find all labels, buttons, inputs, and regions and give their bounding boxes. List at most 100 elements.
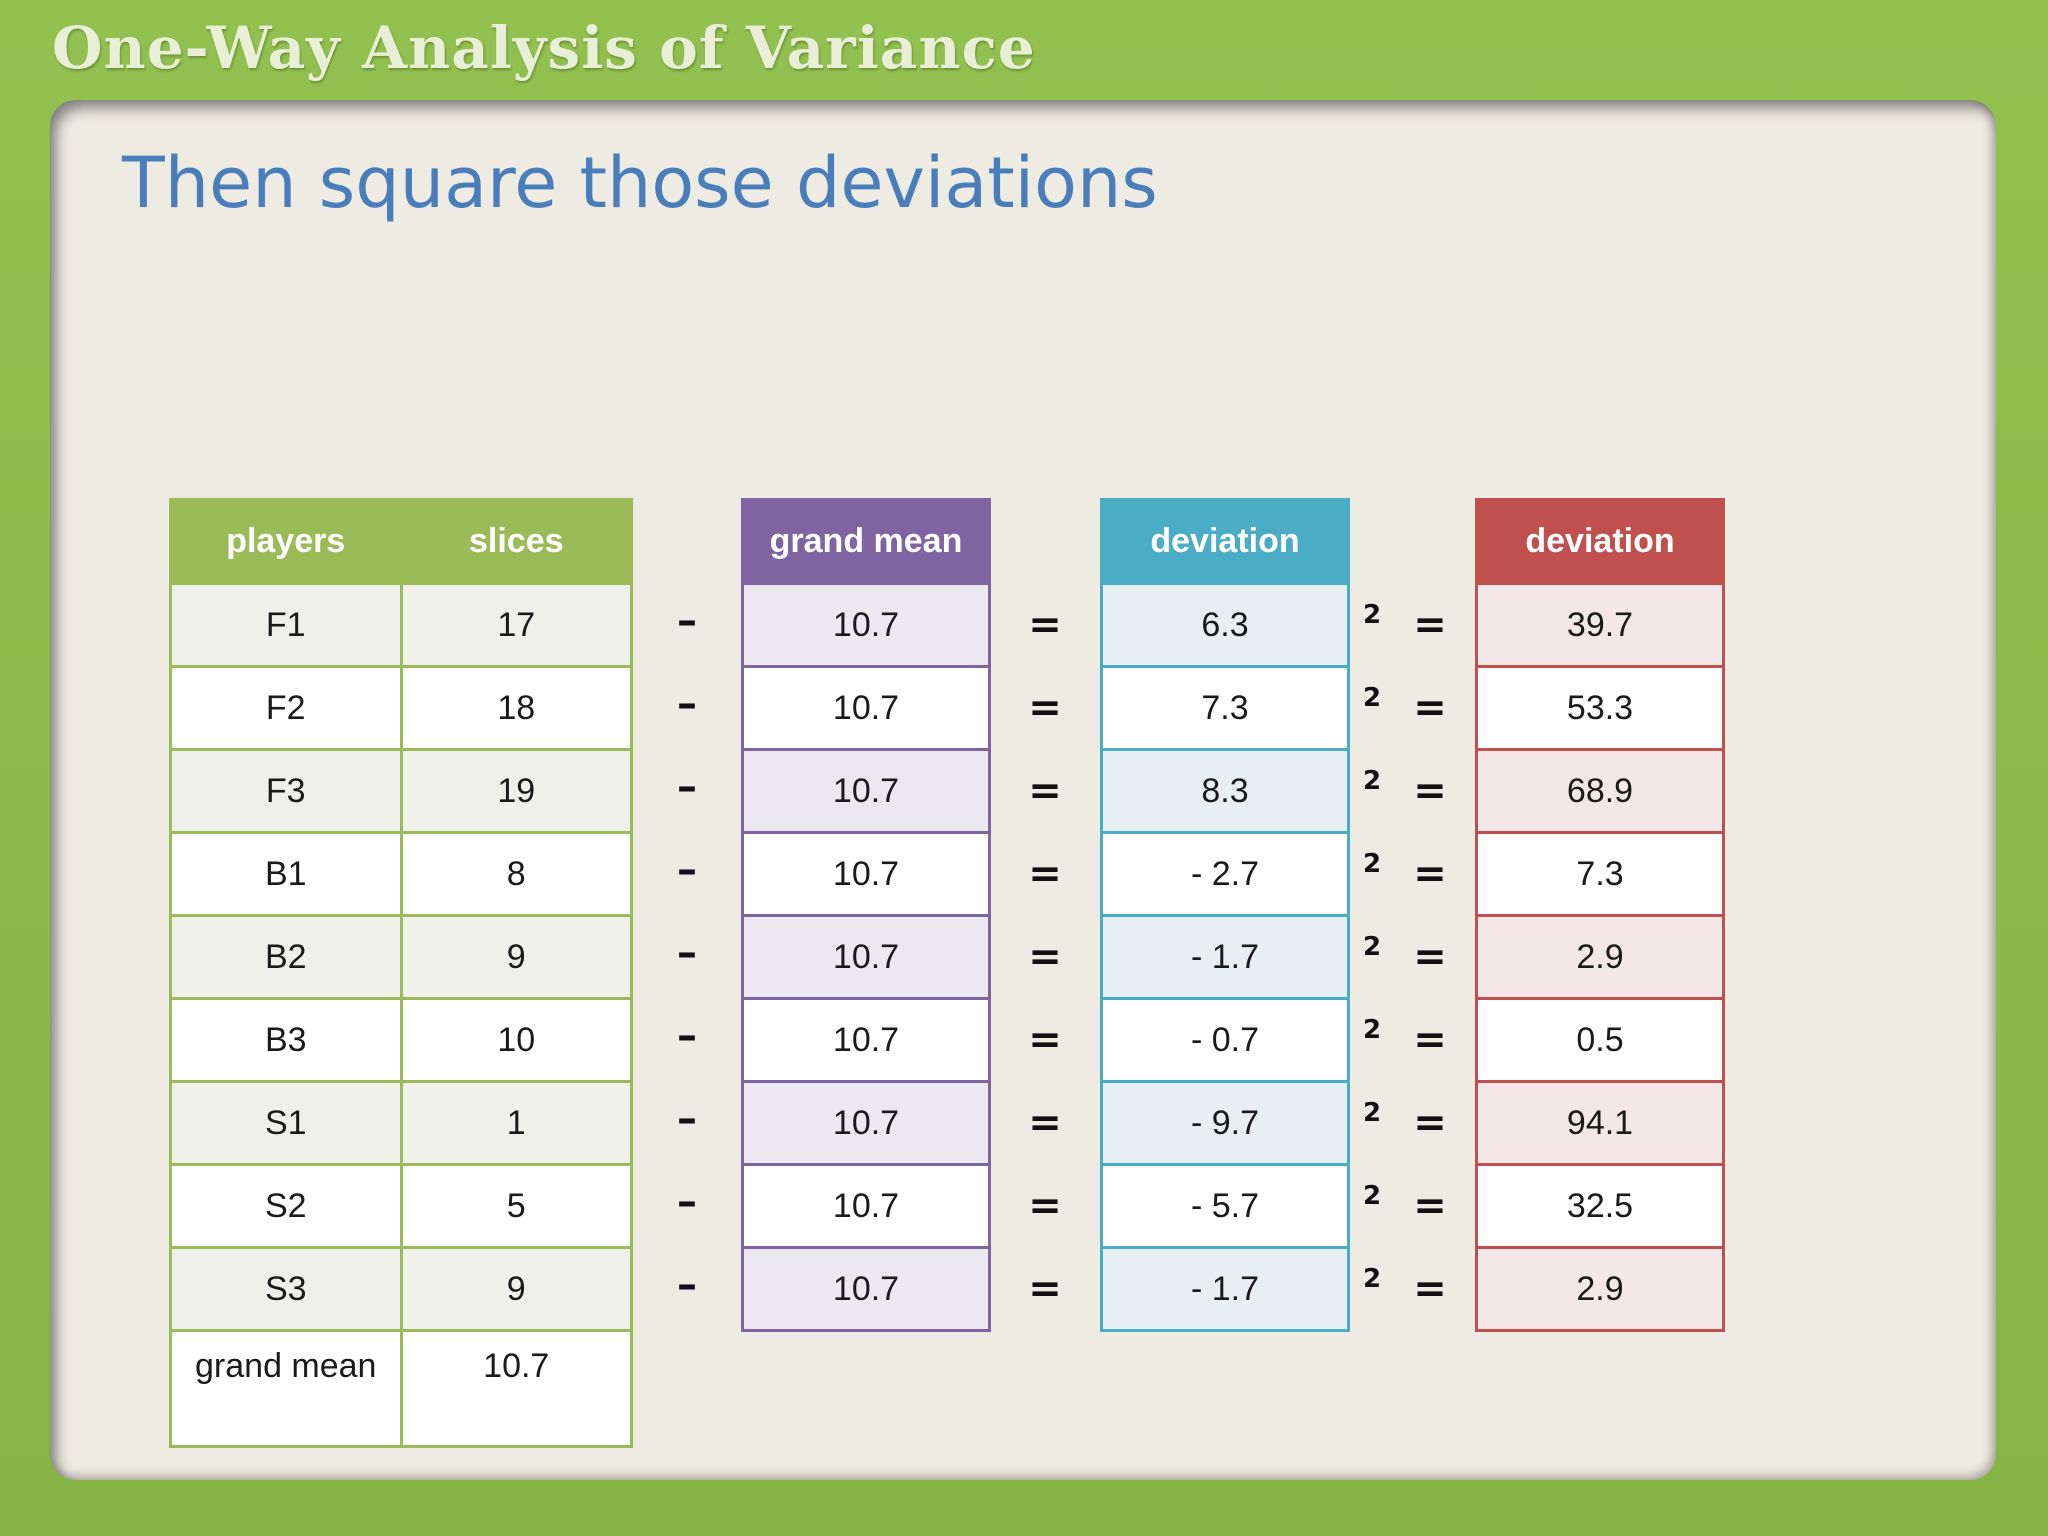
table-row: 10.7 [741,582,991,668]
table-row: - 5.7 [1100,1163,1350,1249]
exponent-label: 2 [1362,766,1382,796]
minus-operator: – [677,1262,697,1308]
table-row: 10.7 [741,1246,991,1332]
grand-mean-row: grand mean 10.7 [169,1329,633,1448]
players-header: players [169,498,403,585]
squared-deviation-cell: 2.9 [1475,1246,1725,1332]
table-row: - 0.7 [1100,997,1350,1083]
player-cell: F1 [169,582,403,668]
grand-mean-cell: 10.7 [741,831,991,917]
squared-deviation-table: deviation 39.7 53.3 68.9 7.3 2.9 0.5 94.1 32.5 2… [1475,498,1725,1332]
exponent-label: 2 [1362,600,1382,630]
equals-operator: = [1413,1183,1447,1229]
deviation-cell: - 9.7 [1100,1080,1350,1166]
grand-mean-table: grand mean 10.7 10.7 10.7 10.7 10.7 10.7 10.7 1… [741,498,991,1332]
slices-cell: 18 [399,665,633,751]
slices-cell: 17 [399,582,633,668]
minus-operator: – [677,1096,697,1142]
squared-deviation-cell: 7.3 [1475,831,1725,917]
grand-mean-cell: 10.7 [741,1246,991,1332]
slices-cell: 8 [399,831,633,917]
slices-cell: 9 [399,914,633,1000]
slide-title: Then square those deviations [122,142,1158,224]
slices-header: slices [399,498,633,585]
table-row: 6.3 [1100,582,1350,668]
minus-operator: – [677,847,697,893]
equals-operator: = [1413,1017,1447,1063]
player-cell: F2 [169,665,403,751]
exponent-label: 2 [1362,1015,1382,1045]
deviation-cell: 7.3 [1100,665,1350,751]
table-row: 10.7 [741,1163,991,1249]
equals-operator: = [1413,1100,1447,1146]
table-row: F2 18 [169,665,633,751]
equals-operator: = [1028,934,1062,980]
table-row: 8.3 [1100,748,1350,834]
slices-cell: 10 [399,997,633,1083]
squared-deviation-cell: 2.9 [1475,914,1725,1000]
table-row: 10.7 [741,1080,991,1166]
deviation-cell: 8.3 [1100,748,1350,834]
table-row: 32.5 [1475,1163,1725,1249]
grand-mean-value: 10.7 [399,1329,633,1448]
minus-operator: – [677,930,697,976]
table-row: - 1.7 [1100,1246,1350,1332]
player-cell: B3 [169,997,403,1083]
minus-operator: – [677,681,697,727]
exponent-label: 2 [1362,849,1382,879]
player-cell: B1 [169,831,403,917]
slices-cell: 9 [399,1246,633,1332]
grand-mean-cell: 10.7 [741,914,991,1000]
table-row: 2.9 [1475,1246,1725,1332]
minus-operator: – [677,764,697,810]
grand-mean-header: grand mean [741,498,991,585]
equals-operator: = [1413,768,1447,814]
equals-operator: = [1028,1017,1062,1063]
deviation-cell: - 1.7 [1100,914,1350,1000]
table-row: - 1.7 [1100,914,1350,1000]
equals-operator: = [1028,1100,1062,1146]
deviation-cell: - 5.7 [1100,1163,1350,1249]
squared-deviation-cell: 94.1 [1475,1080,1725,1166]
exponent-label: 2 [1362,932,1382,962]
table-row: B2 9 [169,914,633,1000]
equals-operator: = [1413,851,1447,897]
equals-operator: = [1413,934,1447,980]
table-row: 0.5 [1475,997,1725,1083]
table-row: B3 10 [169,997,633,1083]
grand-mean-cell: 10.7 [741,997,991,1083]
grand-mean-cell: 10.7 [741,1080,991,1166]
table-row: 68.9 [1475,748,1725,834]
table-row: 10.7 [741,997,991,1083]
table-row: 7.3 [1100,665,1350,751]
deviation-cell: - 0.7 [1100,997,1350,1083]
table-row: B1 8 [169,831,633,917]
equals-operator: = [1413,1266,1447,1312]
table-row: F3 19 [169,748,633,834]
table-row: 53.3 [1475,665,1725,751]
squared-deviation-header: deviation [1475,498,1725,585]
squared-deviation-cell: 53.3 [1475,665,1725,751]
slices-cell: 19 [399,748,633,834]
table-row: 10.7 [741,748,991,834]
squared-deviation-cell: 0.5 [1475,997,1725,1083]
minus-operator: – [677,598,697,644]
player-cell: B2 [169,914,403,1000]
squared-deviation-cell: 32.5 [1475,1163,1725,1249]
table-row: F1 17 [169,582,633,668]
exponent-label: 2 [1362,1098,1382,1128]
grand-mean-cell: 10.7 [741,748,991,834]
player-cell: F3 [169,748,403,834]
deviation-cell: - 1.7 [1100,1246,1350,1332]
equals-operator: = [1028,1266,1062,1312]
equals-operator: = [1028,685,1062,731]
table-row: 10.7 [741,665,991,751]
table-row: 2.9 [1475,914,1725,1000]
player-cell: S1 [169,1080,403,1166]
deviation-cell: - 2.7 [1100,831,1350,917]
equals-operator: = [1028,768,1062,814]
deviation-header: deviation [1100,498,1350,585]
minus-operator: – [677,1013,697,1059]
equals-operator: = [1028,1183,1062,1229]
